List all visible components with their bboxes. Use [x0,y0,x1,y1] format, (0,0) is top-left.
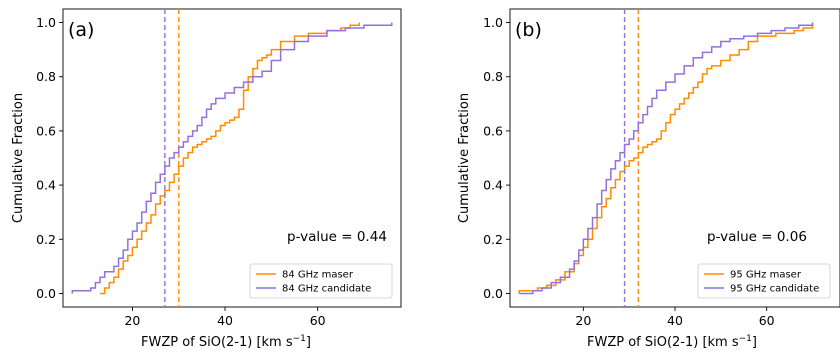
panel-b-series-candidate [519,22,814,295]
panel-b-ytick-label: 0.6 [483,123,503,138]
panel-a-ytick-label: 0.6 [36,123,56,138]
panel-a-xtick-label: 20 [124,313,140,328]
panel-b-ytick-label: 0.4 [483,178,503,193]
panel-a-xtick-label: 40 [217,313,233,328]
panel-b-xtick-label: 40 [667,313,683,328]
panel-b-ylabel: Cumulative Fraction [457,93,472,223]
panel-a-xlabel-end: ] [306,335,311,350]
panel-b-legend-candidate: 95 GHz candidate [730,284,819,295]
panel-a-axes-frame [62,8,402,308]
panel-a-series-maser [100,22,361,295]
panel-b-pvalue: p-value = 0.06 [707,229,807,245]
panel-a-ytick-label: 0.8 [36,69,56,84]
panel-a-legend-box [249,263,393,299]
panel-b-xlabel: FWZP of SiO(2-1) [km s−1] [587,334,757,350]
panel-a-label: (a) [68,19,94,41]
panel-b-legend-box [697,263,831,299]
panel-b-xtick-label: 20 [575,313,591,328]
panel-a-ytick-label: 0.2 [36,232,56,247]
panel-b-legend-maser: 95 GHz maser [730,270,802,281]
panel-b-axes-frame [509,8,840,308]
panel-a-plot: 20 40 60 0.0 0.2 0.4 0.6 0.8 1.0 [36,8,402,328]
panel-a: 20 40 60 0.0 0.2 0.4 0.6 0.8 1.0 (a) p-value = 0… [11,8,402,350]
panel-a-xlabel: FWZP of SiO(2-1) [km s−1] [141,334,311,350]
panel-a-ylabel: Cumulative Fraction [11,93,26,223]
panel-b-legend: 95 GHz maser 95 GHz candidate [697,263,831,299]
panel-b-ytick-label: 0.0 [483,286,503,301]
panel-a-ytick-label: 0.4 [36,178,56,193]
panel-b-xlabel-sup: −1 [739,334,752,344]
panel-b-xlabel-main: FWZP of SiO(2-1) [km s [587,335,739,350]
panel-a-legend: 84 GHz maser 84 GHz candidate [249,263,393,299]
panel-b-xlabel-end: ] [752,335,757,350]
panel-a-legend-candidate: 84 GHz candidate [282,284,371,295]
panel-b-xtick-label: 60 [759,313,775,328]
panel-a-pvalue: p-value = 0.44 [287,229,387,245]
panel-b-ytick-label: 0.2 [483,232,503,247]
panel-a-xlabel-main: FWZP of SiO(2-1) [km s [141,335,293,350]
panel-a-legend-maser: 84 GHz maser [282,270,354,281]
panel-b-ytick-label: 0.8 [483,69,503,84]
panel-a-ytick-label: 1.0 [36,15,56,30]
panel-a-xlabel-sup: −1 [293,334,306,344]
panel-b-plot: 20 40 60 0.0 0.2 0.4 0.6 0.8 1.0 [483,8,840,328]
panel-a-ytick-label: 0.0 [36,286,56,301]
panel-a-series-candidate [71,22,393,294]
panel-b-label: (b) [515,19,542,41]
panel-b-series-maser [518,22,814,294]
panel-b-ytick-label: 1.0 [483,15,503,30]
panel-a-xtick-label: 60 [310,313,326,328]
panel-b: 20 40 60 0.0 0.2 0.4 0.6 0.8 1.0 (b) p-value = 0… [457,8,840,350]
